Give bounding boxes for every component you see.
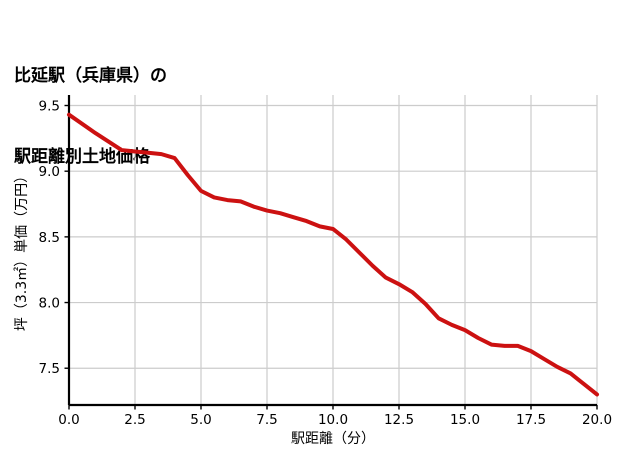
chart-title-line-1: 比延駅（兵庫県）の: [14, 66, 167, 85]
y-tick-label: 9.0: [39, 164, 60, 180]
y-tick-label: 9.5: [39, 99, 60, 115]
data-series-line: [67, 112, 599, 397]
x-tick-label: 20.0: [582, 412, 612, 428]
tick-marks: [64, 104, 598, 410]
chart-title: 比延駅（兵庫県）の 駅距離別土地価格: [14, 8, 167, 224]
chart-title-line-2: 駅距離別土地価格: [14, 147, 150, 166]
x-tick-label: 15.0: [450, 412, 480, 428]
x-tick-labels: 0.0 2.5 5.0 7.5 10.0 12.5 15.0 17.5 20.0: [58, 412, 612, 428]
y-axis-title: 坪（3.3㎡）単価（万円）: [14, 169, 30, 331]
y-tick-labels: 7.5 8.0 8.5 9.0 9.5: [39, 99, 60, 378]
x-tick-label: 0.0: [58, 412, 79, 428]
x-tick-label: 12.5: [384, 412, 414, 428]
x-tick-label: 7.5: [256, 412, 277, 428]
x-tick-label: 2.5: [124, 412, 145, 428]
y-tick-label: 8.5: [39, 230, 60, 246]
x-tick-label: 10.0: [318, 412, 348, 428]
grid-lines: [69, 95, 598, 405]
y-tick-label: 8.0: [39, 296, 60, 312]
y-tick-label: 7.5: [39, 361, 60, 377]
x-tick-label: 5.0: [190, 412, 211, 428]
x-axis-title: 駅距離（分）: [291, 430, 375, 447]
x-tick-label: 17.5: [516, 412, 546, 428]
